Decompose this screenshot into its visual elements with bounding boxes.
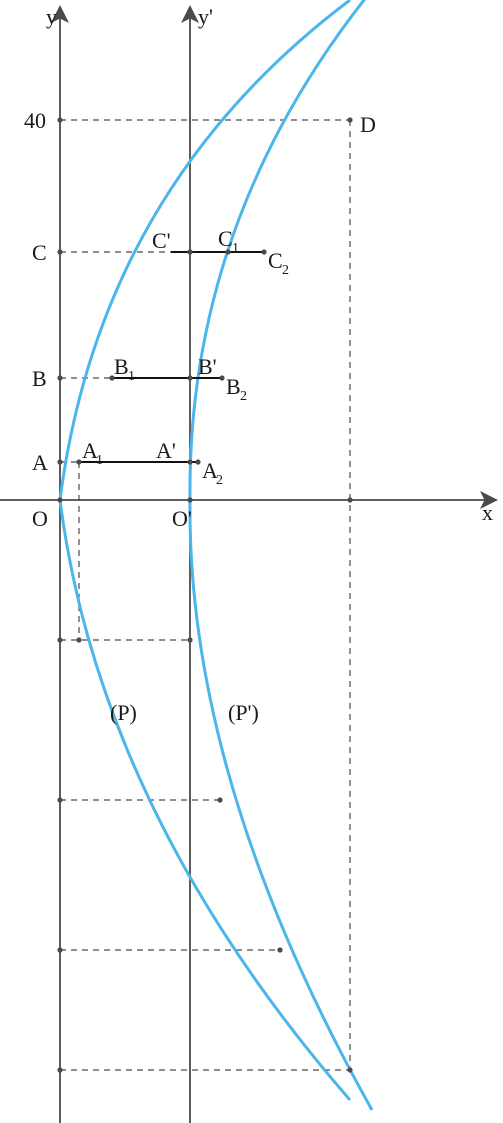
point	[57, 947, 62, 952]
point-label: C'	[152, 228, 171, 253]
point	[347, 497, 352, 502]
point-label: O'	[172, 506, 192, 531]
point	[57, 797, 62, 802]
point	[57, 497, 62, 502]
point-label: C	[32, 240, 47, 265]
x-axis-label: x	[482, 500, 493, 525]
subscript-label: B1	[114, 354, 135, 384]
point	[76, 637, 81, 642]
point	[277, 947, 282, 952]
point-label: B'	[198, 354, 217, 379]
point	[57, 375, 62, 380]
point	[219, 375, 224, 380]
svg-text:1: 1	[96, 453, 103, 468]
point-label: A'	[156, 438, 176, 463]
svg-text:1: 1	[232, 241, 239, 256]
svg-text:2: 2	[282, 263, 289, 278]
curve-p-prime	[190, 0, 372, 1110]
svg-text:2: 2	[240, 389, 247, 404]
point-label: O	[32, 506, 48, 531]
point	[57, 1067, 62, 1072]
point-label: D	[360, 112, 376, 137]
curve-label: (P')	[228, 700, 259, 725]
svg-text:B: B	[226, 374, 241, 399]
point-label: 40	[24, 108, 46, 133]
point	[261, 249, 266, 254]
point	[187, 637, 192, 642]
point	[57, 459, 62, 464]
subscript-label: A1	[82, 438, 103, 468]
point-label: A	[32, 450, 48, 475]
subscript-label: A2	[202, 458, 223, 488]
point	[57, 117, 62, 122]
svg-text:C: C	[218, 226, 233, 251]
point	[347, 117, 352, 122]
point-label: B	[32, 366, 47, 391]
y-axis-label: y	[46, 4, 57, 29]
svg-text:B: B	[114, 354, 129, 379]
subscript-label: C2	[268, 248, 289, 278]
point	[57, 637, 62, 642]
curve-label: (P)	[110, 700, 137, 725]
svg-text:1: 1	[128, 369, 135, 384]
point	[347, 1067, 352, 1072]
point	[195, 459, 200, 464]
svg-text:C: C	[268, 248, 283, 273]
point	[187, 375, 192, 380]
svg-text:2: 2	[216, 473, 223, 488]
subscript-label: B2	[226, 374, 247, 404]
point	[187, 249, 192, 254]
point	[76, 459, 81, 464]
point	[217, 797, 222, 802]
y-prime-axis-label: y'	[198, 4, 213, 29]
point	[187, 497, 192, 502]
diagram-svg: xyy'40CBAOO'DC'B'A'A1A2B1B2C1C2(P)(P')	[0, 0, 503, 1123]
point	[187, 459, 192, 464]
point	[57, 249, 62, 254]
curve-p	[60, 0, 350, 1100]
